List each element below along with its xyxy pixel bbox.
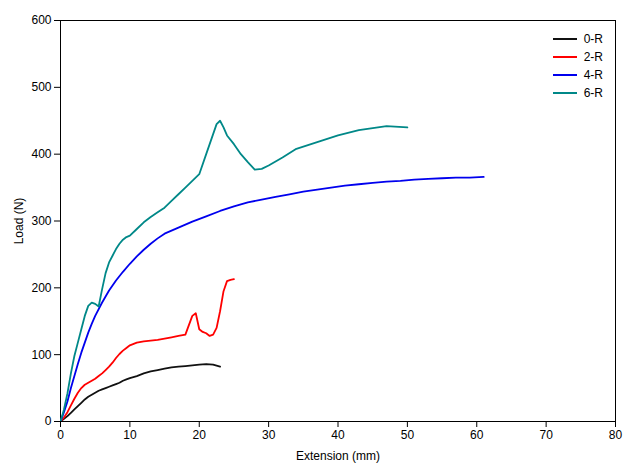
svg-text:20: 20 xyxy=(193,428,207,442)
svg-text:100: 100 xyxy=(31,348,51,362)
svg-text:500: 500 xyxy=(31,80,51,94)
html-text:0-R: 0-R xyxy=(583,32,603,46)
html-text:6-R: 6-R xyxy=(583,86,603,100)
svg-text:0: 0 xyxy=(45,414,52,428)
svg-text:600: 600 xyxy=(31,13,51,27)
svg-text:Extension (mm): Extension (mm) xyxy=(296,449,380,463)
svg-text:40: 40 xyxy=(331,428,345,442)
svg-text:Load (N): Load (N) xyxy=(12,198,26,245)
svg-text:300: 300 xyxy=(31,214,51,228)
svg-text:80: 80 xyxy=(609,428,623,442)
svg-text:200: 200 xyxy=(31,281,51,295)
svg-text:60: 60 xyxy=(470,428,484,442)
svg-text:70: 70 xyxy=(539,428,553,442)
svg-text:10: 10 xyxy=(123,428,137,442)
html-text:4-R: 4-R xyxy=(583,68,603,82)
svg-text:50: 50 xyxy=(401,428,415,442)
svg-text:400: 400 xyxy=(31,147,51,161)
svg-text:30: 30 xyxy=(262,428,276,442)
html-text:2-R: 2-R xyxy=(583,50,603,64)
svg-text:0: 0 xyxy=(57,428,64,442)
